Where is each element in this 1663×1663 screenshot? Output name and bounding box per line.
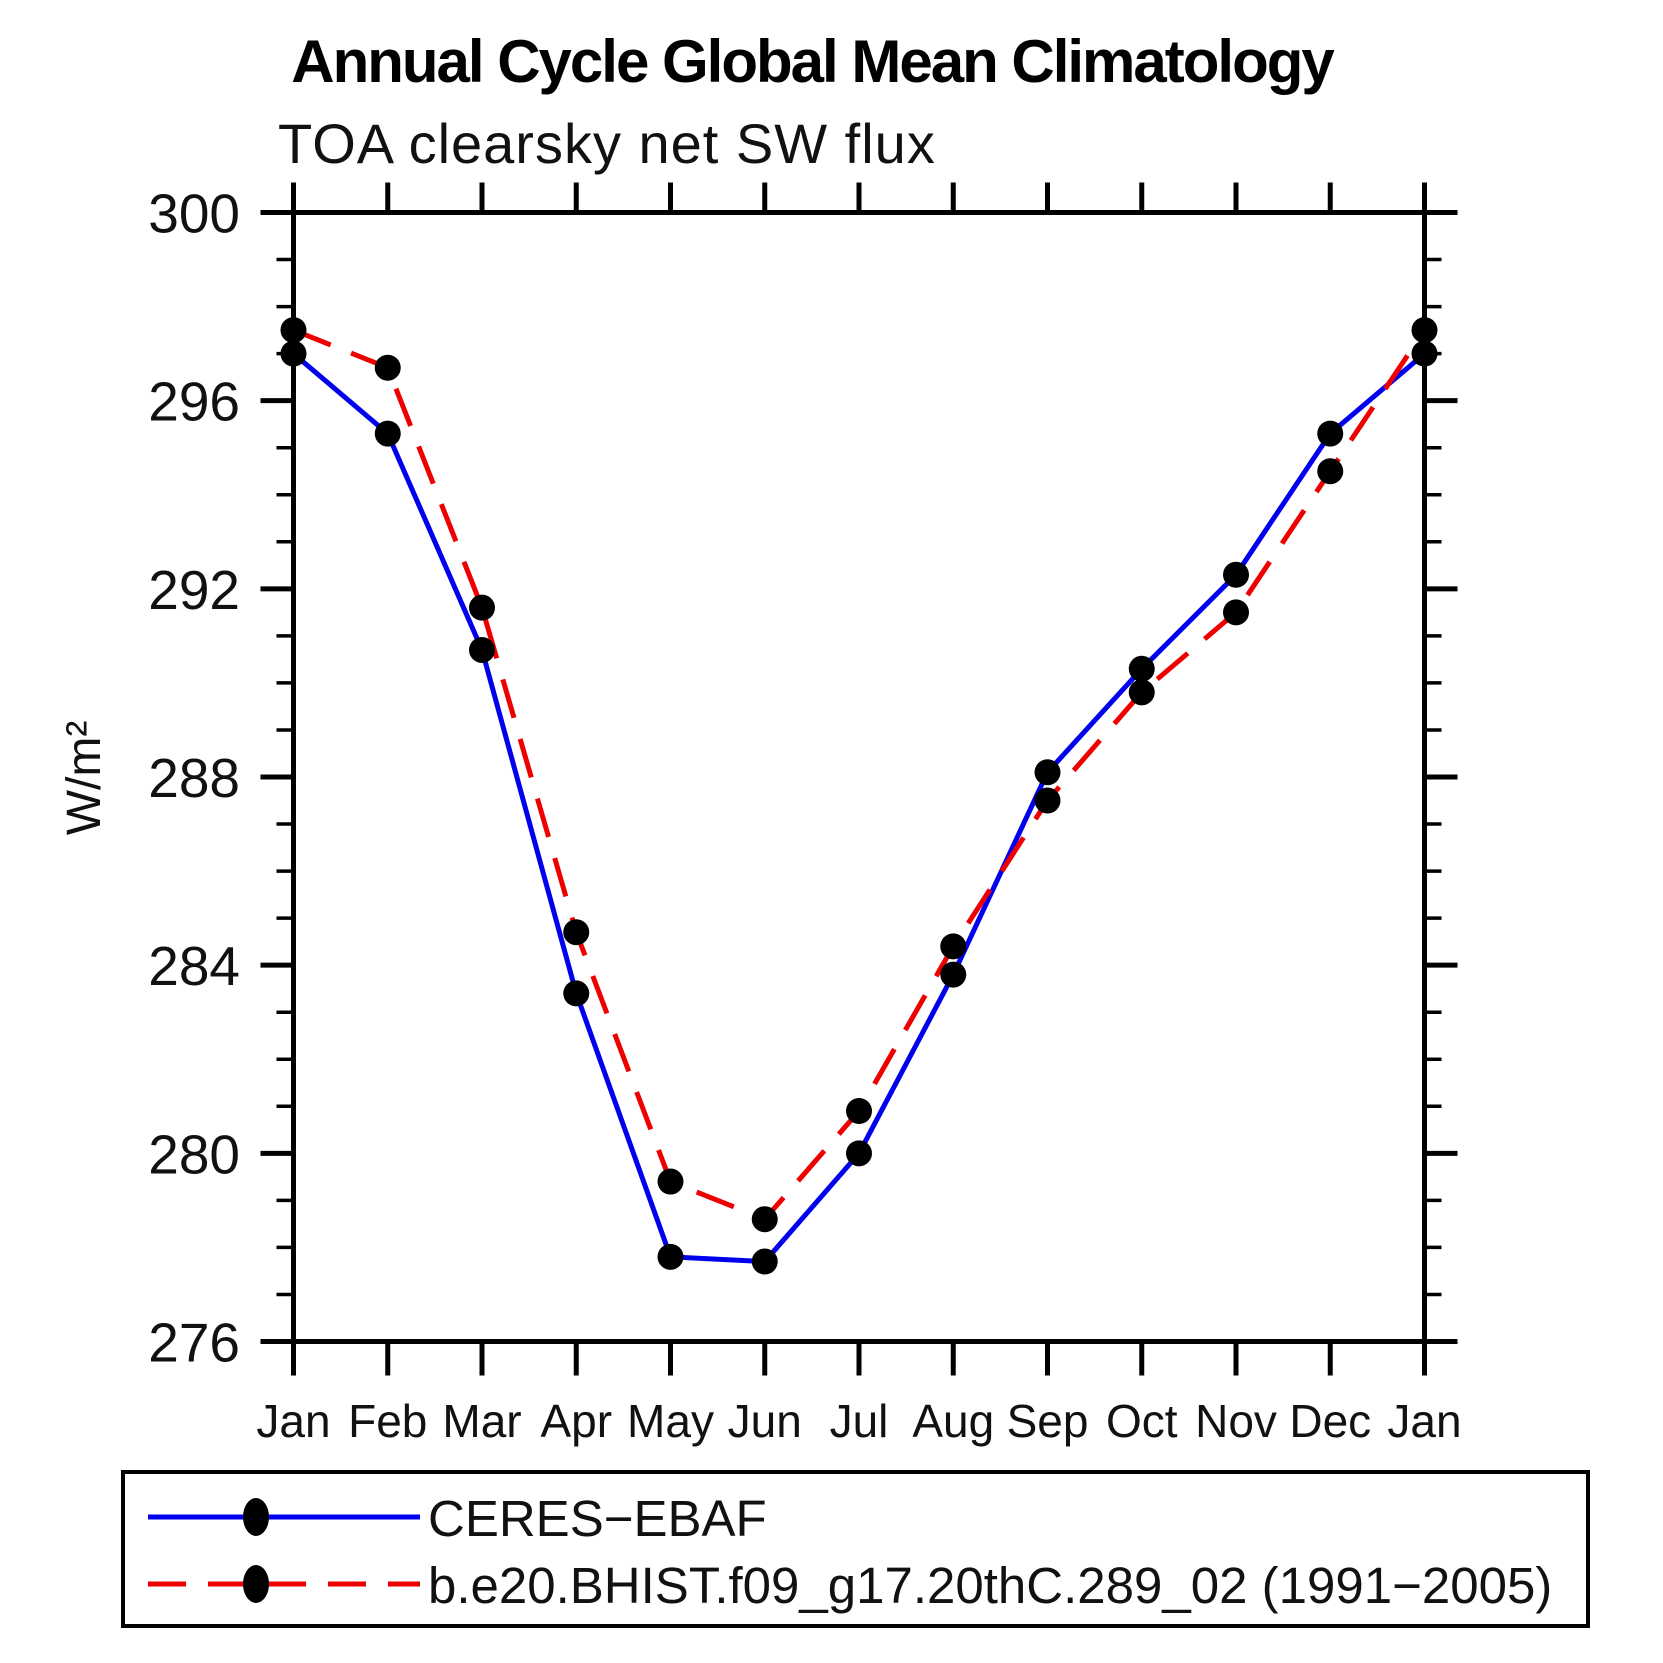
data-point-marker [1034,787,1061,814]
data-point-marker [1128,655,1155,682]
x-tick-label: Feb [348,1395,427,1447]
y-tick-label: 296 [148,371,240,433]
data-point-marker [846,1140,872,1167]
legend-samples [148,1498,420,1603]
data-point-marker [846,1097,872,1124]
data-point-marker [563,919,590,946]
y-tick-label: 276 [148,1312,240,1374]
x-tick-label: Nov [1195,1395,1277,1447]
x-tick-label: May [627,1395,714,1447]
y-tick-label: 300 [148,183,240,245]
y-tick-label: 280 [148,1123,240,1185]
data-point-marker [374,420,401,447]
legend-label-ceres: CERES−EBAF [428,1490,767,1547]
chart-title: Annual Cycle Global Mean Climatology [291,28,1335,95]
x-tick-label: Aug [912,1395,994,1447]
x-tick-label: Jul [830,1395,889,1447]
series-line-1 [292,327,1427,1223]
x-tick-label: Oct [1106,1395,1178,1447]
y-tick-label: 284 [148,935,240,997]
x-tick-label: Jan [1387,1395,1461,1447]
x-tick-label: Jun [728,1395,802,1447]
data-point-marker [280,340,307,367]
data-point-marker [1411,317,1438,344]
data-point-marker [1317,420,1344,447]
data-point-marker [657,1168,684,1195]
data-point-marker [1128,679,1155,706]
data-point-marker [940,933,967,960]
legend-sample-marker-0 [243,1498,269,1536]
series-line-0 [291,351,1427,1265]
x-tick-label: Dec [1289,1395,1371,1447]
legend-label-model: b.e20.BHIST.f09_g17.20thC.289_02 (1991−2… [428,1557,1552,1614]
x-tick-label: Jan [256,1395,330,1447]
x-tick-label: Sep [1007,1395,1089,1447]
legend: CERES−EBAF b.e20.BHIST.f09_g17.20thC.289… [121,1470,1590,1628]
y-tick-label: 292 [148,559,240,621]
plot-frame [291,210,1427,1344]
chart-subtitle: TOA clearsky net SW flux [278,112,936,175]
data-point-marker [280,317,307,344]
data-point-marker [751,1248,778,1275]
data-point-marker [1223,561,1249,588]
legend-box [121,1470,1590,1628]
data-point-marker [751,1206,778,1233]
y-axis-label: W/m² [58,721,111,836]
data-point-marker [1317,458,1344,485]
data-point-marker [469,594,495,621]
y-tick-label: 288 [148,747,240,809]
data-point-marker [940,961,967,988]
data-point-marker [469,636,495,663]
x-tick-label: Apr [540,1395,612,1447]
data-point-marker [1223,599,1249,626]
x-tick-label: Mar [442,1395,521,1447]
data-point-marker [563,980,590,1007]
data-point-marker [374,354,401,381]
legend-sample-marker-1 [243,1565,269,1603]
data-point-marker [1034,759,1061,786]
data-point-marker [1411,340,1438,367]
plot-area: 276 280 284 288 292 296 300 Jan Feb Mar Apr May Jun J… [148,182,1462,1447]
data-point-marker [657,1243,684,1270]
